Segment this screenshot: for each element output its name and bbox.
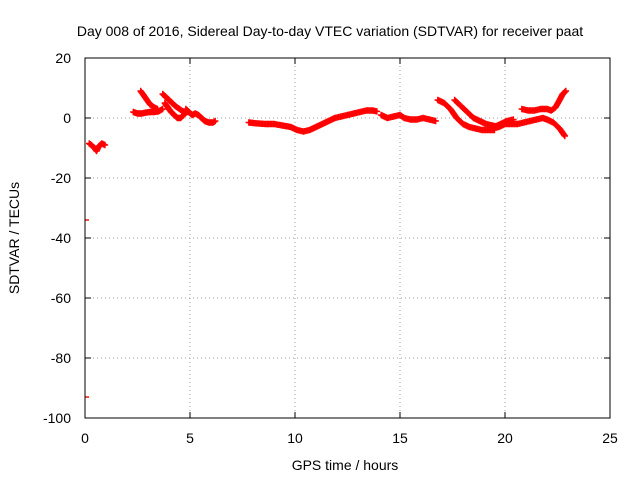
axis-ticks: 0 5 10 15 20 25 -100 -80 -60 -40 -20 0 20	[43, 50, 618, 446]
x-tick-label: 5	[186, 430, 194, 446]
data-point	[180, 111, 187, 119]
y-tick-label: -80	[51, 350, 71, 366]
y-tick-label: 20	[55, 50, 71, 66]
data-point	[561, 132, 569, 140]
data-point	[212, 117, 219, 125]
data-point	[432, 117, 439, 125]
data-point	[179, 112, 187, 119]
data-point	[561, 88, 569, 95]
data-marks	[85, 87, 570, 398]
data-point	[510, 116, 517, 123]
x-tick-label: 15	[392, 430, 408, 446]
y-tick-label: -60	[51, 290, 71, 306]
data-point	[210, 118, 218, 125]
chart-title: Day 008 of 2016, Sidereal Day-to-day VTE…	[77, 23, 583, 39]
y-tick-label: -40	[51, 230, 71, 246]
plot-frame	[84, 57, 611, 419]
x-tick-label: 0	[81, 430, 89, 446]
y-tick-label: 0	[63, 110, 71, 126]
x-tick-label: 25	[602, 430, 618, 446]
y-tick-label: -20	[51, 170, 71, 186]
data-point	[101, 141, 109, 149]
data-point	[154, 105, 161, 113]
data-point	[373, 108, 381, 115]
y-tick-label: -100	[43, 410, 71, 426]
x-axis-label: GPS time / hours	[292, 457, 399, 473]
data-point	[562, 87, 570, 95]
x-tick-label: 10	[287, 430, 303, 446]
x-tick-label: 20	[497, 430, 513, 446]
y-axis-label: SDTVAR / TECUs	[6, 182, 22, 294]
